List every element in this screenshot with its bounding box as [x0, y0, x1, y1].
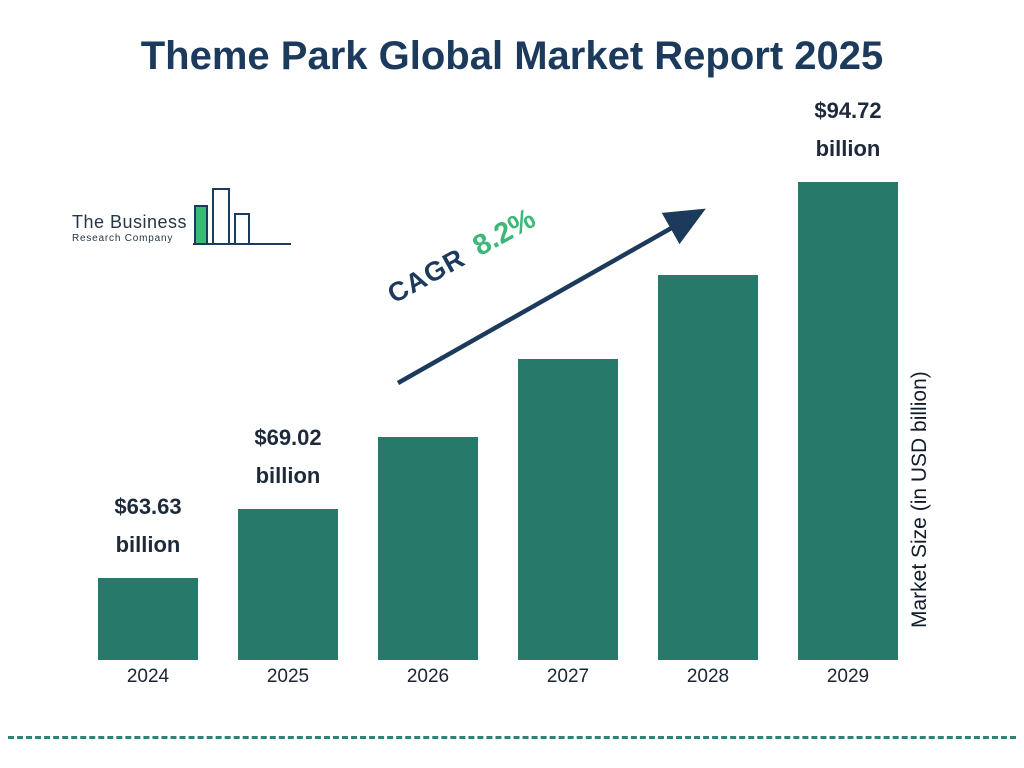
page-title: Theme Park Global Market Report 2025	[140, 34, 884, 78]
bar-column-2029: $94.72 billion	[798, 92, 898, 660]
bar-2026	[378, 437, 478, 660]
bar-column-2027	[518, 359, 618, 660]
bar-2025	[238, 509, 338, 660]
bar-column-2026	[378, 437, 478, 660]
x-tick-2026: 2026	[406, 666, 450, 687]
x-tick-2027: 2027	[546, 666, 590, 687]
logo-name: The Business	[72, 212, 188, 232]
bar-chart: $63.63 billion $69.02 billion $94.72 billion	[98, 98, 898, 660]
x-tick-2025: 2025	[266, 666, 310, 687]
logo-bars-icon	[193, 188, 292, 245]
bar-2027	[518, 359, 618, 660]
bar-2028	[658, 275, 758, 660]
bar-2024	[98, 578, 198, 660]
x-tick-2029: 2029	[826, 666, 870, 687]
bar-value-label-2024: $63.63 billion	[114, 494, 182, 557]
y-axis-title: Market Size (in USD billion)	[908, 371, 931, 629]
x-tick-2028: 2028	[686, 666, 730, 687]
bar-column-2028	[658, 275, 758, 660]
logo: The Business Research Company	[72, 186, 293, 250]
bar-value-label-2025: $69.02 billion	[254, 425, 322, 488]
bar-column-2024: $63.63 billion	[98, 488, 198, 660]
bar-2029	[798, 182, 898, 660]
bar-value-label-2029: $94.72 billion	[814, 98, 882, 161]
x-axis-labels: 2024 2025 2026 2027 2028 2029	[98, 666, 898, 688]
bottom-dashed-divider	[8, 736, 1016, 739]
x-tick-2024: 2024	[126, 666, 170, 687]
logo-subname: Research Company	[72, 233, 174, 244]
logo-text: The Business Research Company	[72, 212, 187, 250]
bar-column-2025: $69.02 billion	[238, 419, 338, 660]
